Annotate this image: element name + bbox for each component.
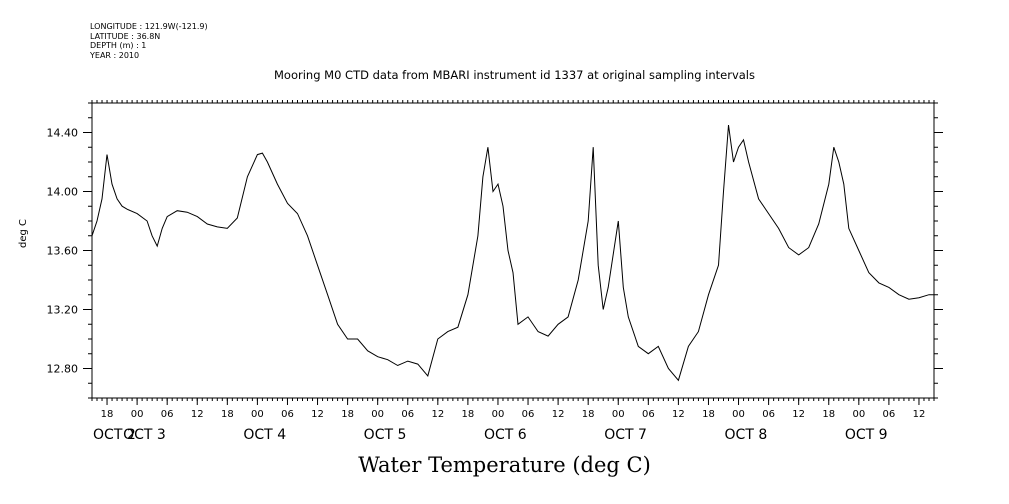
x-axis-label: Water Temperature (deg C) [358, 453, 651, 477]
chart-title: Mooring M0 CTD data from MBARI instrumen… [274, 68, 755, 82]
x-day-label: OCT 4 [243, 427, 286, 443]
temperature-series-line [91, 125, 934, 382]
x-tick-label: 06 [161, 409, 174, 420]
y-tick-label: 13.60 [47, 245, 79, 258]
x-tick-label: 12 [913, 409, 926, 420]
x-day-label: OCT 8 [725, 427, 768, 443]
y-tick-label: 14.40 [47, 127, 79, 140]
x-tick-label: 06 [281, 409, 294, 420]
x-tick-label: 06 [762, 409, 775, 420]
x-tick-label: 00 [852, 409, 865, 420]
latitude-text: LATITUDE : 36.8N [90, 31, 161, 41]
x-tick-label: 06 [522, 409, 535, 420]
x-tick-label: 00 [492, 409, 505, 420]
x-tick-label: 00 [732, 409, 745, 420]
x-tick-label: 18 [341, 409, 354, 420]
y-tick-label: 13.20 [47, 304, 79, 317]
x-tick-label: 18 [702, 409, 715, 420]
x-minor-ticks [91, 100, 935, 401]
x-day-label: OCT 6 [484, 427, 527, 443]
x-tick-label: 06 [401, 409, 414, 420]
x-tick-label: 18 [101, 409, 114, 420]
x-tick-label: 12 [431, 409, 444, 420]
x-tick-label: 12 [672, 409, 685, 420]
x-tick-label: 18 [462, 409, 475, 420]
x-tick-label: 00 [612, 409, 625, 420]
metadata-block: LONGITUDE : 121.9W(-121.9) LATITUDE : 36… [90, 22, 208, 60]
y-tick-label: 12.80 [47, 363, 79, 376]
x-tick-label: 12 [552, 409, 565, 420]
x-day-label: OCT 5 [364, 427, 407, 443]
x-day-label: OCT 3 [123, 427, 166, 443]
x-tick-label: 06 [883, 409, 896, 420]
x-tick-label: 00 [131, 409, 144, 420]
x-tick-label: 18 [822, 409, 835, 420]
x-tick-label: 00 [371, 409, 384, 420]
x-tick-label: 12 [792, 409, 805, 420]
year-text: YEAR : 2010 [90, 50, 140, 60]
x-day-label: OCT 9 [845, 427, 888, 443]
y-tick-label: 14.00 [47, 186, 79, 199]
x-tick-label: 12 [311, 409, 324, 420]
x-tick-label: 00 [251, 409, 264, 420]
x-tick-label: 12 [191, 409, 204, 420]
plot-frame [91, 102, 935, 399]
x-day-label: OCT 2 [93, 427, 136, 443]
x-day-label: OCT 7 [604, 427, 647, 443]
x-tick-label: 18 [582, 409, 595, 420]
x-tick-label: 18 [221, 409, 234, 420]
depth-text: DEPTH (m) : 1 [90, 41, 147, 50]
longitude-text: LONGITUDE : 121.9W(-121.9) [90, 22, 208, 31]
x-tick-label: 06 [642, 409, 655, 420]
